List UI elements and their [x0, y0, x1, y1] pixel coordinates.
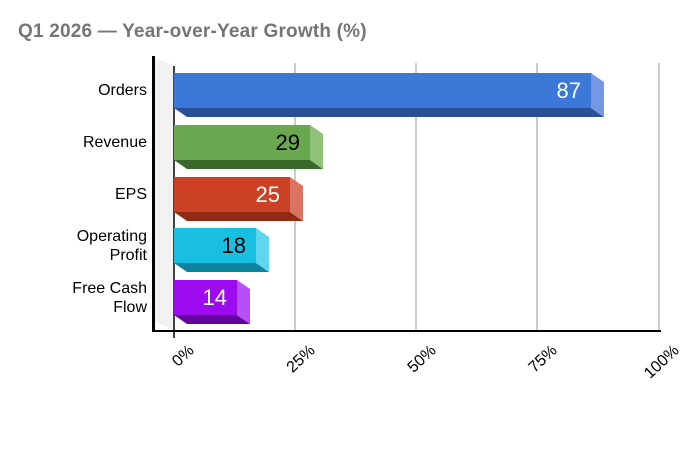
category-label-eps: EPS [114, 186, 147, 203]
x-axis-line [152, 329, 661, 332]
category-label-orders: Orders [98, 82, 147, 99]
bar-revenue-underside [174, 160, 323, 169]
bar-orders-underside [174, 108, 604, 117]
bar-operating-profit-underside [174, 263, 269, 272]
plot-area [294, 63, 660, 330]
bar-orders[interactable]: 87 [174, 73, 591, 108]
yoy-growth-chart[interactable]: Q1 2026 — Year-over-Year Growth (%) 87 29… [0, 0, 680, 424]
gridline-75 [536, 63, 539, 330]
category-label-revenue: Revenue [82, 134, 147, 151]
bar-operating-profit[interactable]: 18 [174, 228, 256, 263]
bar-revenue[interactable]: 29 [174, 125, 310, 160]
zero-baseline [172, 66, 176, 338]
bar-eps-underside [174, 212, 303, 221]
plot-3d-wall [153, 57, 174, 331]
bar-free-cash-flow[interactable]: 14 [174, 280, 237, 315]
gridline-100 [657, 63, 660, 330]
bar-eps[interactable]: 25 [174, 177, 290, 212]
chart-title: Q1 2026 — Year-over-Year Growth (%) [18, 21, 367, 42]
y-axis-line [152, 56, 155, 332]
category-label-free-cash-flow: Free Cash Flow [72, 279, 147, 316]
category-label-operating-profit: Operating Profit [76, 227, 147, 264]
gridline-50 [415, 63, 418, 330]
